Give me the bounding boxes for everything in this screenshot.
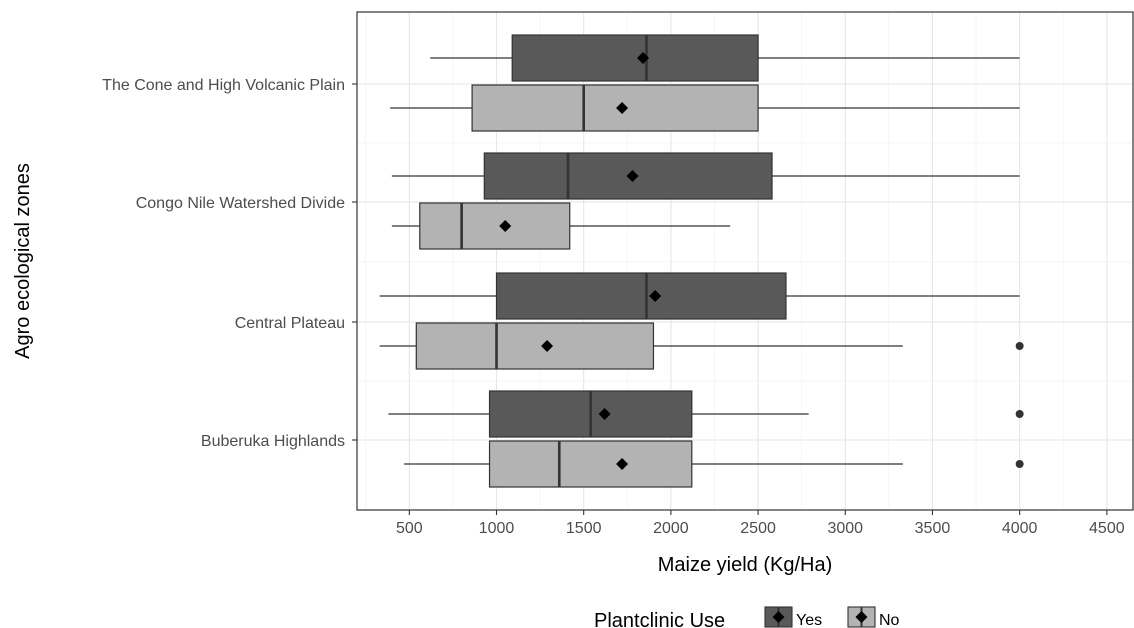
outlier-point [1015, 342, 1024, 350]
boxes-layer [379, 34, 1024, 488]
box-yes-1 [391, 152, 1020, 200]
mean-marker [616, 458, 629, 470]
outlier-point [1015, 410, 1024, 418]
x-tick-label: 1000 [479, 520, 515, 537]
y-axis-title: Agro ecological zones [12, 163, 34, 359]
mean-marker [636, 52, 649, 64]
x-axis: 500 1000 1500 2000 2500 3000 3500 4000 4500 [396, 510, 1125, 537]
box-yes-2 [379, 272, 1020, 320]
x-axis-title: Maize yield (Kg/Ha) [658, 554, 833, 576]
box-iqr [511, 34, 759, 82]
legend-key-mean [772, 611, 785, 623]
panel-border [356, 11, 1134, 511]
x-tick-label: 1500 [566, 520, 602, 537]
legend: Plantclinic Use Yes No [594, 606, 900, 628]
legend-key-yes [764, 606, 793, 628]
x-tick-label: 4000 [1002, 520, 1038, 537]
y-tick-label: Central Plateau [235, 315, 345, 332]
x-tick-label: 2000 [653, 520, 689, 537]
y-tick-label: Buberuka Highlands [201, 433, 345, 450]
legend-title: Plantclinic Use [594, 610, 725, 628]
y-axis: The Cone and High Volcanic Plain Congo Ni… [102, 77, 357, 450]
mean-marker [598, 408, 611, 420]
box-no-3 [404, 440, 1024, 488]
box-iqr [415, 322, 655, 370]
box-iqr [471, 84, 759, 132]
legend-key-no [847, 606, 876, 628]
mean-marker [626, 170, 639, 182]
box-yes-0 [430, 34, 1020, 82]
x-tick-label: 3000 [827, 520, 863, 537]
box-iqr [488, 440, 693, 488]
mean-marker [616, 102, 629, 114]
mean-marker [541, 340, 554, 352]
box-no-0 [390, 84, 1020, 132]
box-no-1 [391, 202, 731, 250]
legend-label-no: No [879, 612, 900, 628]
box-no-2 [379, 322, 1024, 370]
mean-marker [499, 220, 512, 232]
legend-label-yes: Yes [796, 612, 822, 628]
x-tick-label: 2500 [740, 520, 776, 537]
box-yes-3 [388, 390, 1024, 438]
y-tick-label: Congo Nile Watershed Divide [136, 195, 345, 212]
box-iqr [419, 202, 571, 250]
legend-key-mean [855, 611, 868, 623]
mean-marker [649, 290, 662, 302]
y-tick-label: The Cone and High Volcanic Plain [102, 77, 345, 94]
x-tick-label: 4500 [1089, 520, 1125, 537]
box-iqr [495, 272, 787, 320]
outlier-point [1015, 460, 1024, 468]
x-tick-label: 3500 [915, 520, 951, 537]
x-tick-label: 500 [396, 520, 423, 537]
